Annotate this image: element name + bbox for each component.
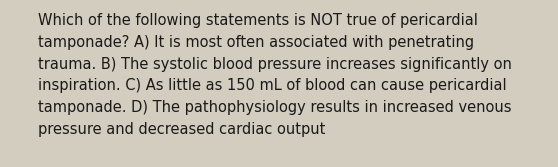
Text: tamponade. D) The pathophysiology results in increased venous: tamponade. D) The pathophysiology result…	[38, 100, 512, 115]
Text: trauma. B) The systolic blood pressure increases significantly on: trauma. B) The systolic blood pressure i…	[38, 57, 512, 72]
Text: pressure and decreased cardiac output: pressure and decreased cardiac output	[38, 122, 325, 137]
Text: Which of the following statements is NOT true of pericardial: Which of the following statements is NOT…	[38, 13, 478, 28]
Text: tamponade? A) It is most often associated with penetrating: tamponade? A) It is most often associate…	[38, 35, 474, 50]
Text: inspiration. C) As little as 150 mL of blood can cause pericardial: inspiration. C) As little as 150 mL of b…	[38, 78, 507, 93]
